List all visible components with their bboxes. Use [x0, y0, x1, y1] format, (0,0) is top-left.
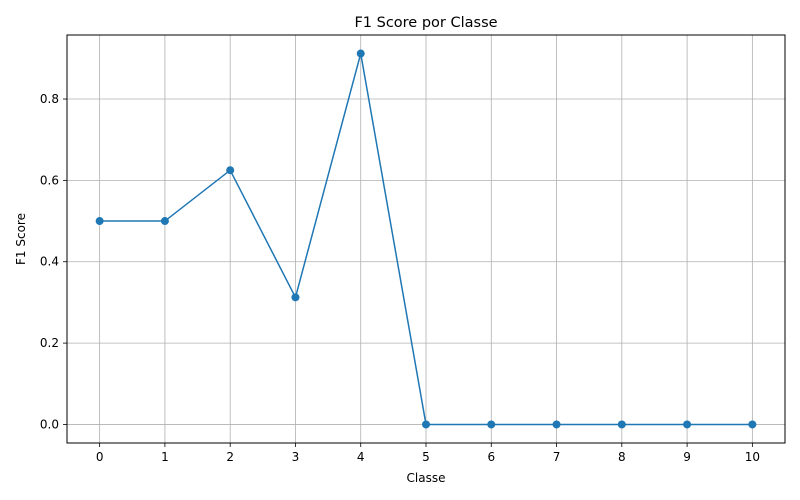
y-tick-label: 0.6: [40, 173, 59, 187]
data-point: [487, 420, 496, 429]
y-tick-label: 0.2: [40, 336, 59, 350]
x-tick-label: 6: [487, 450, 495, 464]
x-tick-label: 9: [683, 450, 691, 464]
x-tick-label: 0: [96, 450, 104, 464]
data-point: [422, 420, 430, 429]
grid: [67, 35, 785, 443]
x-tick-label: 4: [357, 450, 365, 464]
y-tick-label: 0.4: [40, 255, 59, 269]
data-point: [95, 217, 104, 226]
x-tick-label: 3: [292, 450, 300, 464]
data-point: [552, 420, 561, 429]
data-series: [95, 49, 757, 429]
x-tick-label: 2: [226, 450, 234, 464]
data-point: [356, 49, 365, 58]
data-point: [683, 420, 692, 429]
x-tick-label: 8: [618, 450, 626, 464]
x-tick-label: 1: [161, 450, 169, 464]
y-tick-label: 0.8: [40, 92, 59, 106]
data-point: [160, 217, 169, 226]
data-point: [291, 293, 300, 302]
plot-frame: [66, 34, 786, 444]
x-tick-label: 7: [553, 450, 561, 464]
data-point: [748, 420, 757, 429]
chart-title: F1 Score por Classe: [354, 15, 497, 31]
y-axis-label: F1 Score: [14, 213, 28, 265]
x-axis-label: Classe: [407, 471, 446, 485]
axis-ticks: 0 1 2 3 4 5 6 7 8 9 10 0.0 0.2 0.4 0.6 0.8: [40, 92, 760, 464]
x-tick-label: 5: [422, 450, 430, 464]
data-point: [617, 420, 626, 429]
x-tick-label: 10: [745, 450, 760, 464]
data-point: [226, 166, 235, 175]
y-tick-label: 0.0: [40, 417, 59, 431]
